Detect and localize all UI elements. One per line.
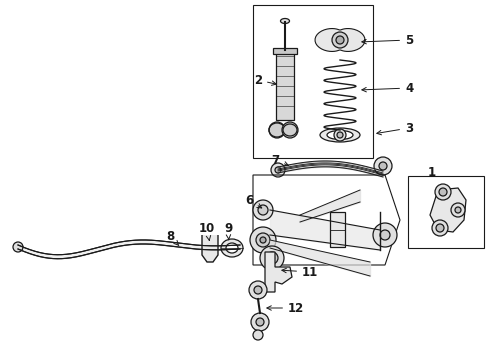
- Text: 5: 5: [362, 33, 413, 46]
- Circle shape: [332, 32, 348, 48]
- Text: 12: 12: [267, 302, 304, 315]
- Circle shape: [379, 162, 387, 170]
- Text: 1: 1: [428, 166, 436, 180]
- Text: 4: 4: [362, 81, 413, 94]
- Circle shape: [374, 157, 392, 175]
- Text: 10: 10: [199, 221, 215, 240]
- Circle shape: [336, 36, 344, 44]
- Circle shape: [436, 224, 444, 232]
- Text: 2: 2: [254, 73, 276, 86]
- Circle shape: [275, 167, 281, 173]
- Circle shape: [253, 200, 273, 220]
- Text: 8: 8: [166, 230, 179, 246]
- Circle shape: [258, 205, 268, 215]
- Circle shape: [334, 129, 346, 141]
- Circle shape: [249, 281, 267, 299]
- Circle shape: [432, 220, 448, 236]
- Circle shape: [271, 163, 285, 177]
- Text: 11: 11: [282, 266, 318, 279]
- Circle shape: [254, 286, 262, 294]
- Circle shape: [439, 188, 447, 196]
- Circle shape: [337, 132, 343, 138]
- Ellipse shape: [226, 243, 238, 253]
- Circle shape: [251, 313, 269, 331]
- Circle shape: [282, 122, 298, 138]
- Circle shape: [435, 184, 451, 200]
- Text: 9: 9: [224, 221, 232, 240]
- Polygon shape: [315, 28, 365, 51]
- Polygon shape: [430, 188, 466, 232]
- Circle shape: [13, 242, 23, 252]
- Circle shape: [455, 207, 461, 213]
- Bar: [253, 5, 373, 158]
- Circle shape: [256, 233, 270, 247]
- Polygon shape: [265, 252, 292, 292]
- Circle shape: [253, 330, 263, 340]
- Circle shape: [269, 122, 285, 138]
- Ellipse shape: [221, 239, 243, 257]
- Text: 3: 3: [377, 122, 413, 135]
- Ellipse shape: [327, 130, 353, 139]
- Polygon shape: [202, 235, 218, 262]
- Bar: [276, 50, 294, 120]
- Circle shape: [250, 227, 276, 253]
- Circle shape: [256, 318, 264, 326]
- Circle shape: [260, 246, 284, 270]
- Bar: [273, 48, 297, 54]
- Circle shape: [270, 256, 274, 261]
- Circle shape: [260, 237, 266, 243]
- Circle shape: [451, 203, 465, 217]
- Text: 7: 7: [271, 153, 289, 166]
- Bar: [408, 176, 484, 248]
- Bar: [330, 212, 345, 247]
- Circle shape: [266, 252, 278, 264]
- Text: 6: 6: [245, 194, 262, 208]
- Circle shape: [380, 230, 390, 240]
- Ellipse shape: [320, 128, 360, 142]
- Ellipse shape: [280, 18, 290, 23]
- Circle shape: [373, 223, 397, 247]
